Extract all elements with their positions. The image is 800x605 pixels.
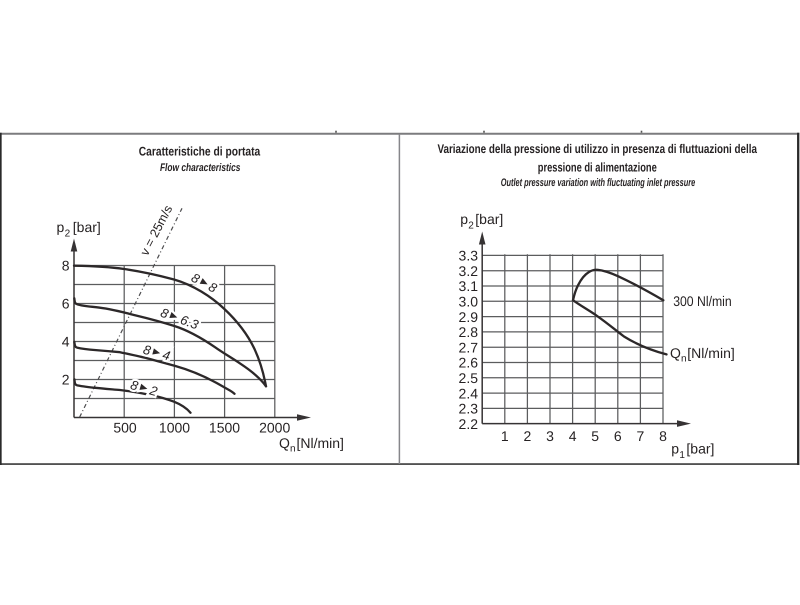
svg-text:p: p	[671, 441, 679, 457]
svg-text:3.2: 3.2	[459, 263, 479, 279]
svg-text:1500: 1500	[209, 420, 240, 436]
svg-text:3: 3	[546, 428, 554, 444]
svg-text:1000: 1000	[159, 420, 190, 436]
svg-text:Q: Q	[279, 435, 290, 451]
svg-text:3.1: 3.1	[459, 278, 479, 294]
svg-text:2.5: 2.5	[459, 370, 479, 386]
svg-text:p: p	[57, 219, 65, 235]
svg-text:4: 4	[62, 334, 70, 350]
svg-text:2: 2	[524, 428, 532, 444]
svg-text:2000: 2000	[259, 420, 290, 436]
svg-text:4: 4	[161, 347, 172, 363]
svg-text:1: 1	[501, 428, 509, 444]
svg-text:Outlet pressure variation with: Outlet pressure variation with fluctuati…	[501, 177, 696, 189]
svg-text:2.7: 2.7	[459, 339, 479, 355]
svg-text:2.9: 2.9	[459, 309, 479, 325]
svg-text:8: 8	[659, 428, 667, 444]
svg-text:2: 2	[62, 372, 70, 388]
svg-text:500: 500	[113, 420, 137, 436]
svg-text:2.6: 2.6	[459, 355, 479, 371]
svg-text:3.3: 3.3	[459, 247, 479, 263]
svg-text:4: 4	[569, 428, 577, 444]
svg-text:6: 6	[62, 296, 70, 312]
svg-text:2.4: 2.4	[459, 385, 479, 401]
svg-text:n: n	[681, 353, 687, 364]
svg-text:3.0: 3.0	[459, 294, 479, 310]
svg-text:Variazione della pressione di: Variazione della pressione di utilizzo i…	[437, 142, 757, 156]
svg-text:[bar]: [bar]	[686, 441, 714, 457]
svg-text:6.3: 6.3	[178, 312, 201, 333]
svg-text:7: 7	[637, 428, 645, 444]
svg-text:8: 8	[142, 342, 154, 359]
svg-text:2.8: 2.8	[459, 324, 479, 340]
svg-text:[Nl/min]: [Nl/min]	[297, 435, 344, 451]
svg-text:6: 6	[614, 428, 622, 444]
svg-text:2: 2	[468, 221, 474, 232]
svg-text:5: 5	[591, 428, 599, 444]
svg-text:n: n	[290, 444, 296, 455]
svg-text:p: p	[460, 211, 468, 227]
svg-text:Caratteristiche di portata: Caratteristiche di portata	[139, 145, 261, 159]
svg-text:8: 8	[129, 377, 141, 394]
svg-text:[bar]: [bar]	[475, 211, 503, 227]
svg-text:300 Nl/min: 300 Nl/min	[673, 293, 732, 309]
svg-text:2: 2	[65, 228, 71, 239]
svg-text:Flow characteristics: Flow characteristics	[160, 162, 241, 174]
svg-text:[Nl/min]: [Nl/min]	[687, 345, 734, 361]
svg-text:pressione di alimentazione: pressione di alimentazione	[538, 160, 657, 174]
svg-text:1: 1	[679, 450, 685, 461]
svg-text:[bar]: [bar]	[73, 219, 101, 235]
svg-text:2.3: 2.3	[459, 401, 479, 417]
svg-text:2.2: 2.2	[459, 416, 479, 432]
svg-text:Q: Q	[670, 345, 681, 361]
svg-text:8: 8	[62, 258, 70, 274]
